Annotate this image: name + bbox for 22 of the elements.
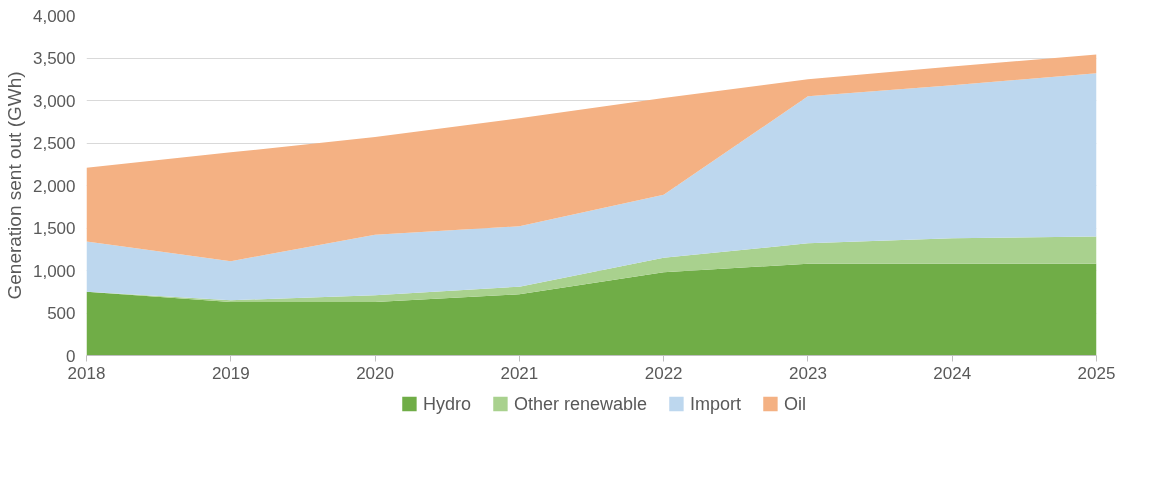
x-tick-label: 2022 [644, 363, 683, 383]
legend-label: Import [690, 393, 742, 414]
x-tick-label: 2023 [789, 363, 827, 383]
legend-label: Oil [784, 393, 807, 414]
y-tick-label: 4,000 [32, 6, 76, 26]
y-tick-label: 2,000 [32, 176, 76, 196]
legend-label: Hydro [422, 393, 471, 414]
x-tick-label: 2020 [356, 363, 394, 383]
legend-label: Other renewable [513, 393, 648, 414]
y-tick-label: 3,000 [32, 91, 76, 111]
y-tick-label: 1,500 [32, 219, 76, 238]
x-tick-label: 2024 [933, 363, 972, 383]
y-tick-label: 500 [47, 304, 76, 323]
y-axis-title: Generation sent out (GWh) [3, 71, 25, 300]
x-tick-label: 2019 [211, 363, 250, 383]
x-tick-label: 2021 [500, 363, 539, 383]
x-tick-label: 2018 [67, 363, 106, 383]
x-tick-label: 2025 [1077, 363, 1116, 383]
y-tick-label: 2,500 [32, 134, 76, 153]
y-tick-label: 0 [66, 346, 76, 366]
y-tick-label: 3,500 [32, 49, 76, 68]
y-tick-label: 1,000 [32, 261, 76, 281]
